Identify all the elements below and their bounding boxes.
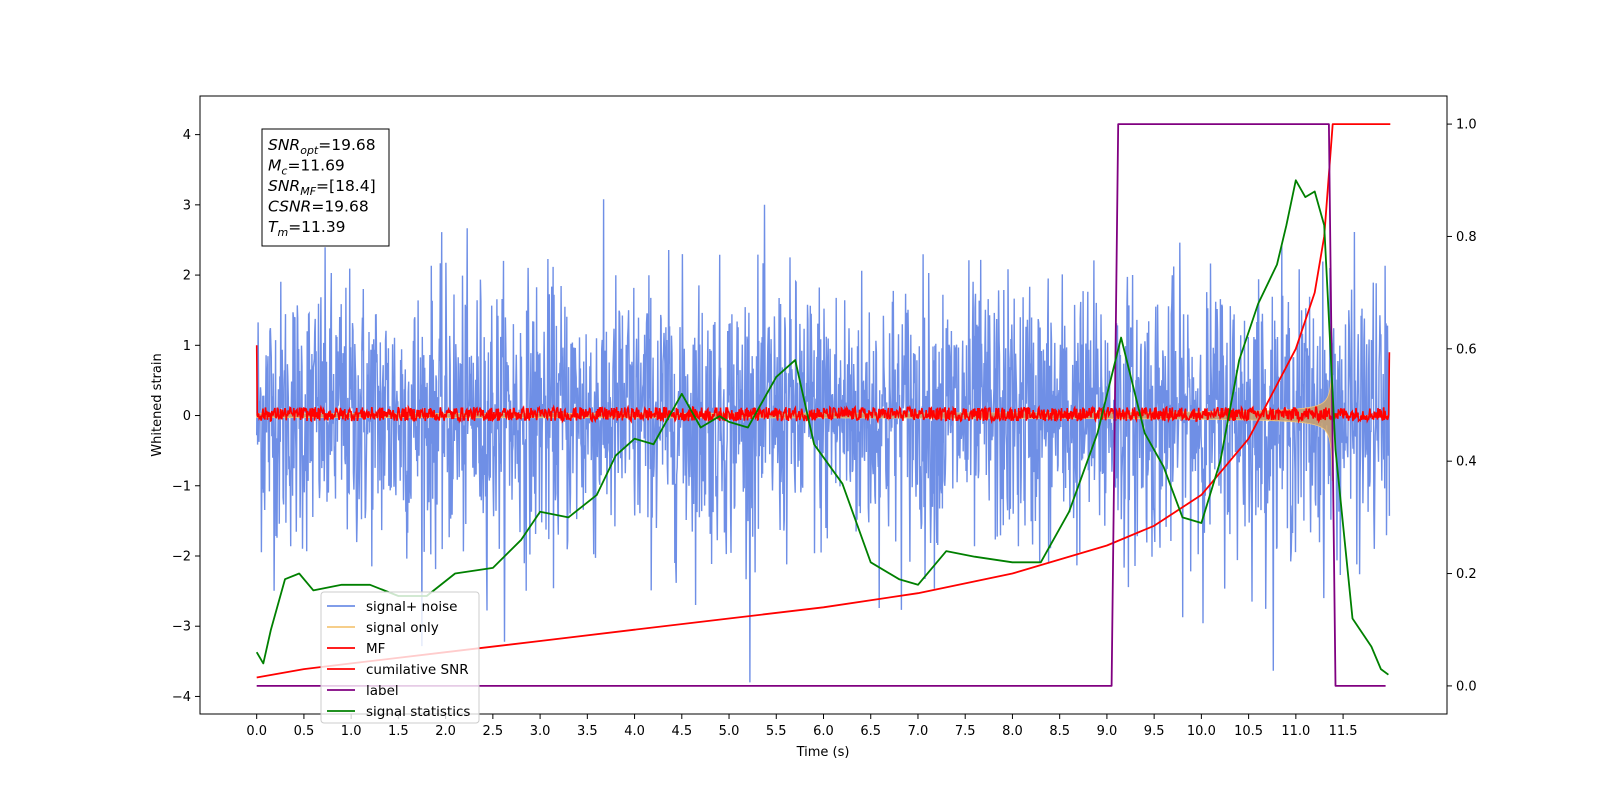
x-tick-label: 10.5 [1234,724,1263,739]
x-tick-label: 7.5 [955,724,976,739]
info-line: CSNR=19.68 [268,198,369,216]
info-line: Mc=11.69 [268,157,345,178]
legend-label: label [366,683,399,699]
y-tick-label: 3 [183,198,191,213]
info-line: SNRMF=[18.4] [268,177,376,198]
x-tick-label: 8.0 [1002,724,1023,739]
y-tick-label: −3 [172,620,191,635]
x-tick-label: 3.5 [577,724,598,739]
x-tick-label: 9.0 [1097,724,1118,739]
y-tick-label: 1 [183,339,191,354]
y2-tick-label: 0.6 [1456,342,1477,357]
y-tick-label: 4 [183,128,191,143]
legend-frame [320,591,480,724]
y-tick-label: −4 [172,690,191,705]
x-tick-label: 10.0 [1187,724,1216,739]
legend-signal-only: signal only [366,620,439,636]
info-annotation: SNRopt=19.68Mc=11.69SNRMF=[18.4]CSNR=19.… [261,128,390,247]
x-tick-label: 11.0 [1281,724,1310,739]
x-tick-label: 7.0 [908,724,929,739]
x-tick-label: 4.0 [624,724,645,739]
x-tick-label: 0.5 [294,724,315,739]
info-box-frame [261,128,390,247]
x-tick-label: 5.0 [719,724,740,739]
x-tick-label: 8.5 [1049,724,1070,739]
legend-signal-noise: signal+ noise [366,599,457,615]
x-tick-label: 0.0 [246,724,267,739]
y-tick-label: 0 [183,409,191,424]
y2-tick-label: 0.2 [1456,567,1477,582]
info-line: Tm=11.39 [268,218,346,239]
x-tick-label: 3.0 [530,724,551,739]
x-tick-label: 2.5 [483,724,504,739]
y2-tick-label: 0.8 [1456,230,1477,245]
x-tick-label: 11.5 [1329,724,1358,739]
series-signal-noise [256,199,1391,683]
y2-tick-label: 1.0 [1456,118,1477,133]
legend-cumulative-snr: cumilative SNR [366,662,469,678]
y-axis-title: Whitened strain [150,353,165,456]
series-mf [255,345,1391,425]
y2-tick-label: 0.0 [1456,679,1477,694]
legend-signal-statistics: signal statistics [366,704,470,720]
x-axis-title: Time (s) [796,745,850,760]
x-tick-label: 4.5 [671,724,692,739]
info-line: SNRopt=19.68 [268,136,376,157]
legend: signal+ noise signal only MF cumilative SNR… [320,591,480,724]
y-tick-label: −2 [172,549,191,564]
y-tick-label: 2 [183,269,191,284]
x-tick-label: 6.5 [860,724,881,739]
x-tick-label: 5.5 [766,724,787,739]
x-tick-label: 9.5 [1144,724,1165,739]
legend-mf: MF [366,641,385,657]
x-tick-label: 6.0 [813,724,834,739]
series-label [256,123,1386,687]
x-tick-label: 2.0 [435,724,456,739]
y-tick-label: −1 [172,479,191,494]
x-tick-label: 1.0 [341,724,362,739]
y2-tick-label: 0.4 [1456,455,1477,470]
x-tick-label: 1.5 [388,724,409,739]
